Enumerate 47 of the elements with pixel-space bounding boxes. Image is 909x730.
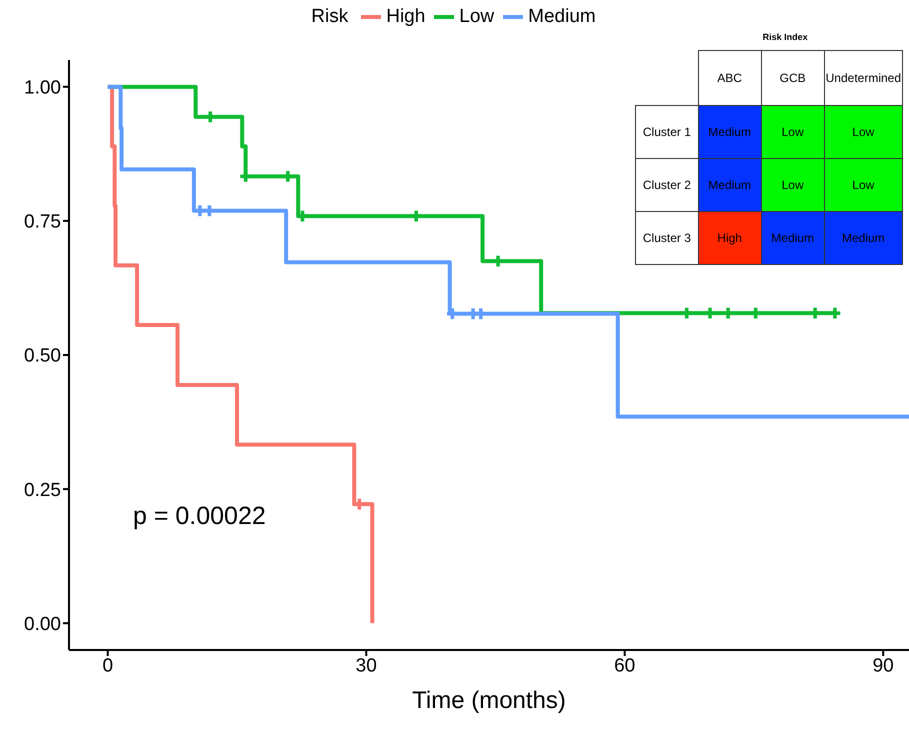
text: Risk Index — [762, 32, 809, 42]
point — [240, 171, 251, 182]
text: Low — [782, 178, 804, 192]
text: Medium — [771, 230, 814, 244]
x-tick-label: 60 — [614, 655, 636, 676]
text: High — [717, 230, 742, 244]
point — [410, 210, 422, 222]
text: Medium — [842, 230, 885, 244]
text: Medium — [708, 178, 751, 192]
point — [204, 111, 216, 122]
point — [681, 308, 692, 319]
category-label: ABC — [698, 50, 762, 105]
text: Medium — [708, 124, 751, 138]
y-tick-label: 1.00 — [24, 78, 61, 99]
point — [194, 205, 206, 216]
legend-label: Medium — [528, 6, 596, 28]
point — [492, 256, 504, 267]
legend-title: Risk — [311, 6, 348, 28]
x-tick-label: 0 — [102, 655, 114, 676]
legend-label: High — [386, 6, 426, 28]
category-label: Cluster 2 — [642, 178, 691, 192]
point — [704, 308, 716, 319]
point — [810, 308, 820, 319]
category-label: Cluster 3 — [642, 230, 691, 244]
y-tick-label: 0.75 — [24, 212, 61, 233]
point — [475, 308, 486, 320]
category-label: GCB — [761, 50, 824, 105]
point — [282, 171, 294, 182]
legend-label: Low — [459, 6, 494, 28]
x-tick-label: 30 — [356, 655, 377, 676]
text: Low — [852, 124, 874, 138]
point — [722, 308, 734, 319]
point — [830, 308, 840, 319]
text: Low — [782, 124, 804, 138]
y-tick-label: 0.25 — [24, 480, 61, 501]
category-label: Undetermined — [824, 50, 902, 105]
point — [297, 210, 308, 222]
y-tick-label: 0.50 — [24, 346, 61, 367]
y-tick-label: 0.00 — [24, 614, 61, 635]
point — [204, 205, 215, 216]
category-label: Cluster 1 — [642, 124, 691, 138]
text: Low — [852, 178, 874, 192]
x-tick-label: 90 — [872, 655, 894, 676]
x-axis-title: Time (months) — [412, 687, 566, 714]
annotation: p = 0.00022 — [133, 502, 266, 531]
point — [750, 308, 762, 319]
point — [447, 308, 458, 320]
